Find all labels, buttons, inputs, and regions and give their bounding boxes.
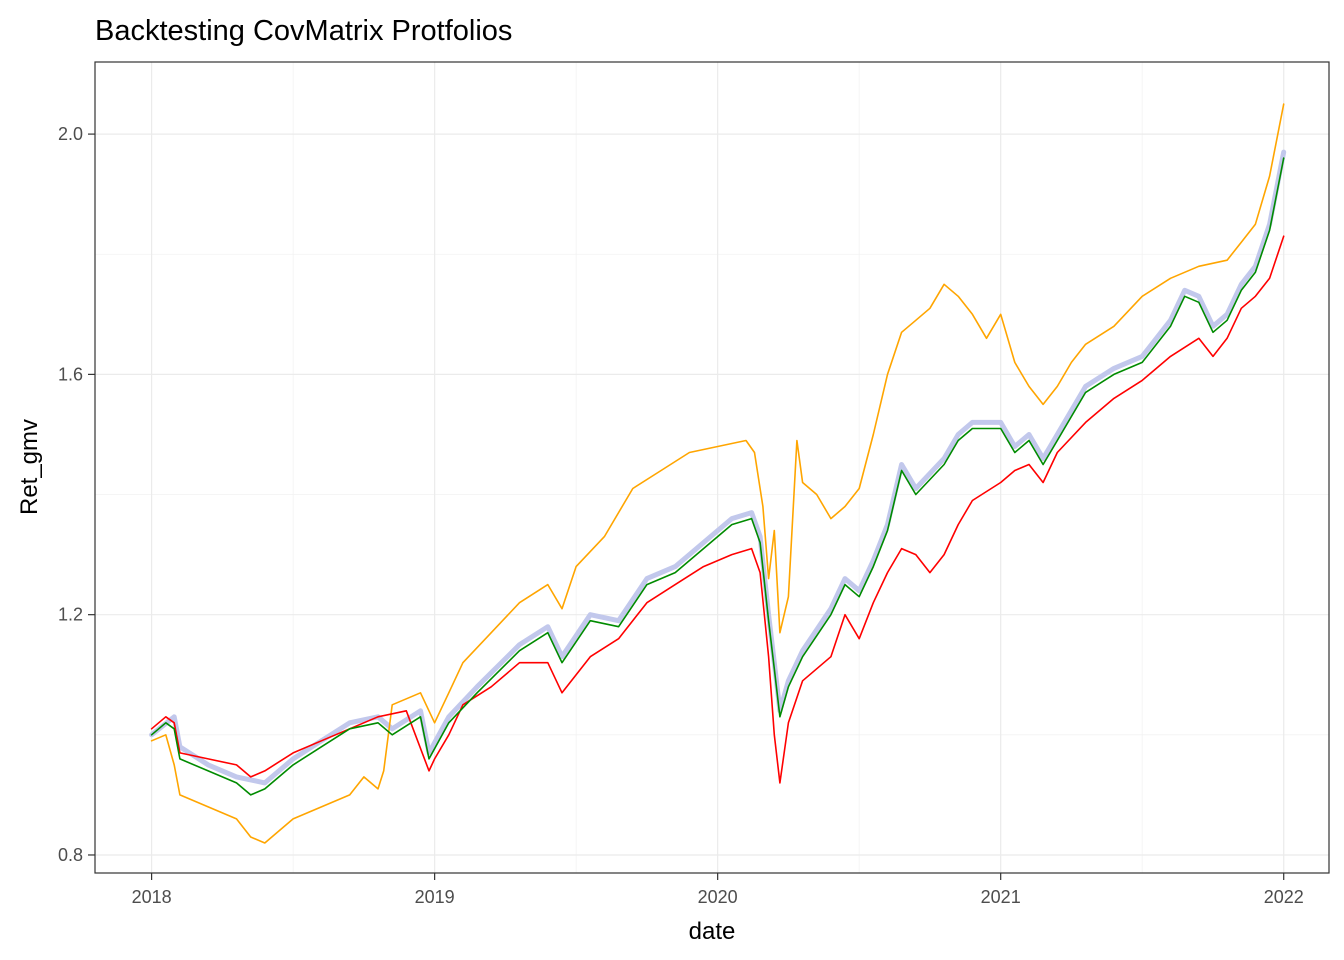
series-line-2 <box>150 103 1285 844</box>
grid <box>95 62 1329 873</box>
y-tick-label: 1.6 <box>58 364 83 384</box>
series-lines <box>149 103 1287 844</box>
x-tick-label: 2020 <box>698 887 738 907</box>
x-tick-label: 2021 <box>981 887 1021 907</box>
plot-panel <box>94 61 1330 874</box>
y-tick-label: 2.0 <box>58 124 83 144</box>
x-tick-label: 2022 <box>1264 887 1304 907</box>
chart-title: Backtesting CovMatrix Protfolios <box>95 15 512 47</box>
series-line-4 <box>150 157 1285 796</box>
series-line-1 <box>149 149 1287 786</box>
y-axis-title: Ret_gmv <box>16 419 43 515</box>
x-tick-label: 2018 <box>132 887 172 907</box>
y-tick-label: 1.2 <box>58 605 83 625</box>
y-axis: 0.8 1.2 1.6 2.0 <box>58 124 95 865</box>
y-tick-label: 0.8 <box>58 845 83 865</box>
x-axis: 2018 2019 2020 2021 2022 <box>132 873 1304 907</box>
x-tick-label: 2019 <box>415 887 455 907</box>
x-axis-title: date <box>689 918 736 945</box>
